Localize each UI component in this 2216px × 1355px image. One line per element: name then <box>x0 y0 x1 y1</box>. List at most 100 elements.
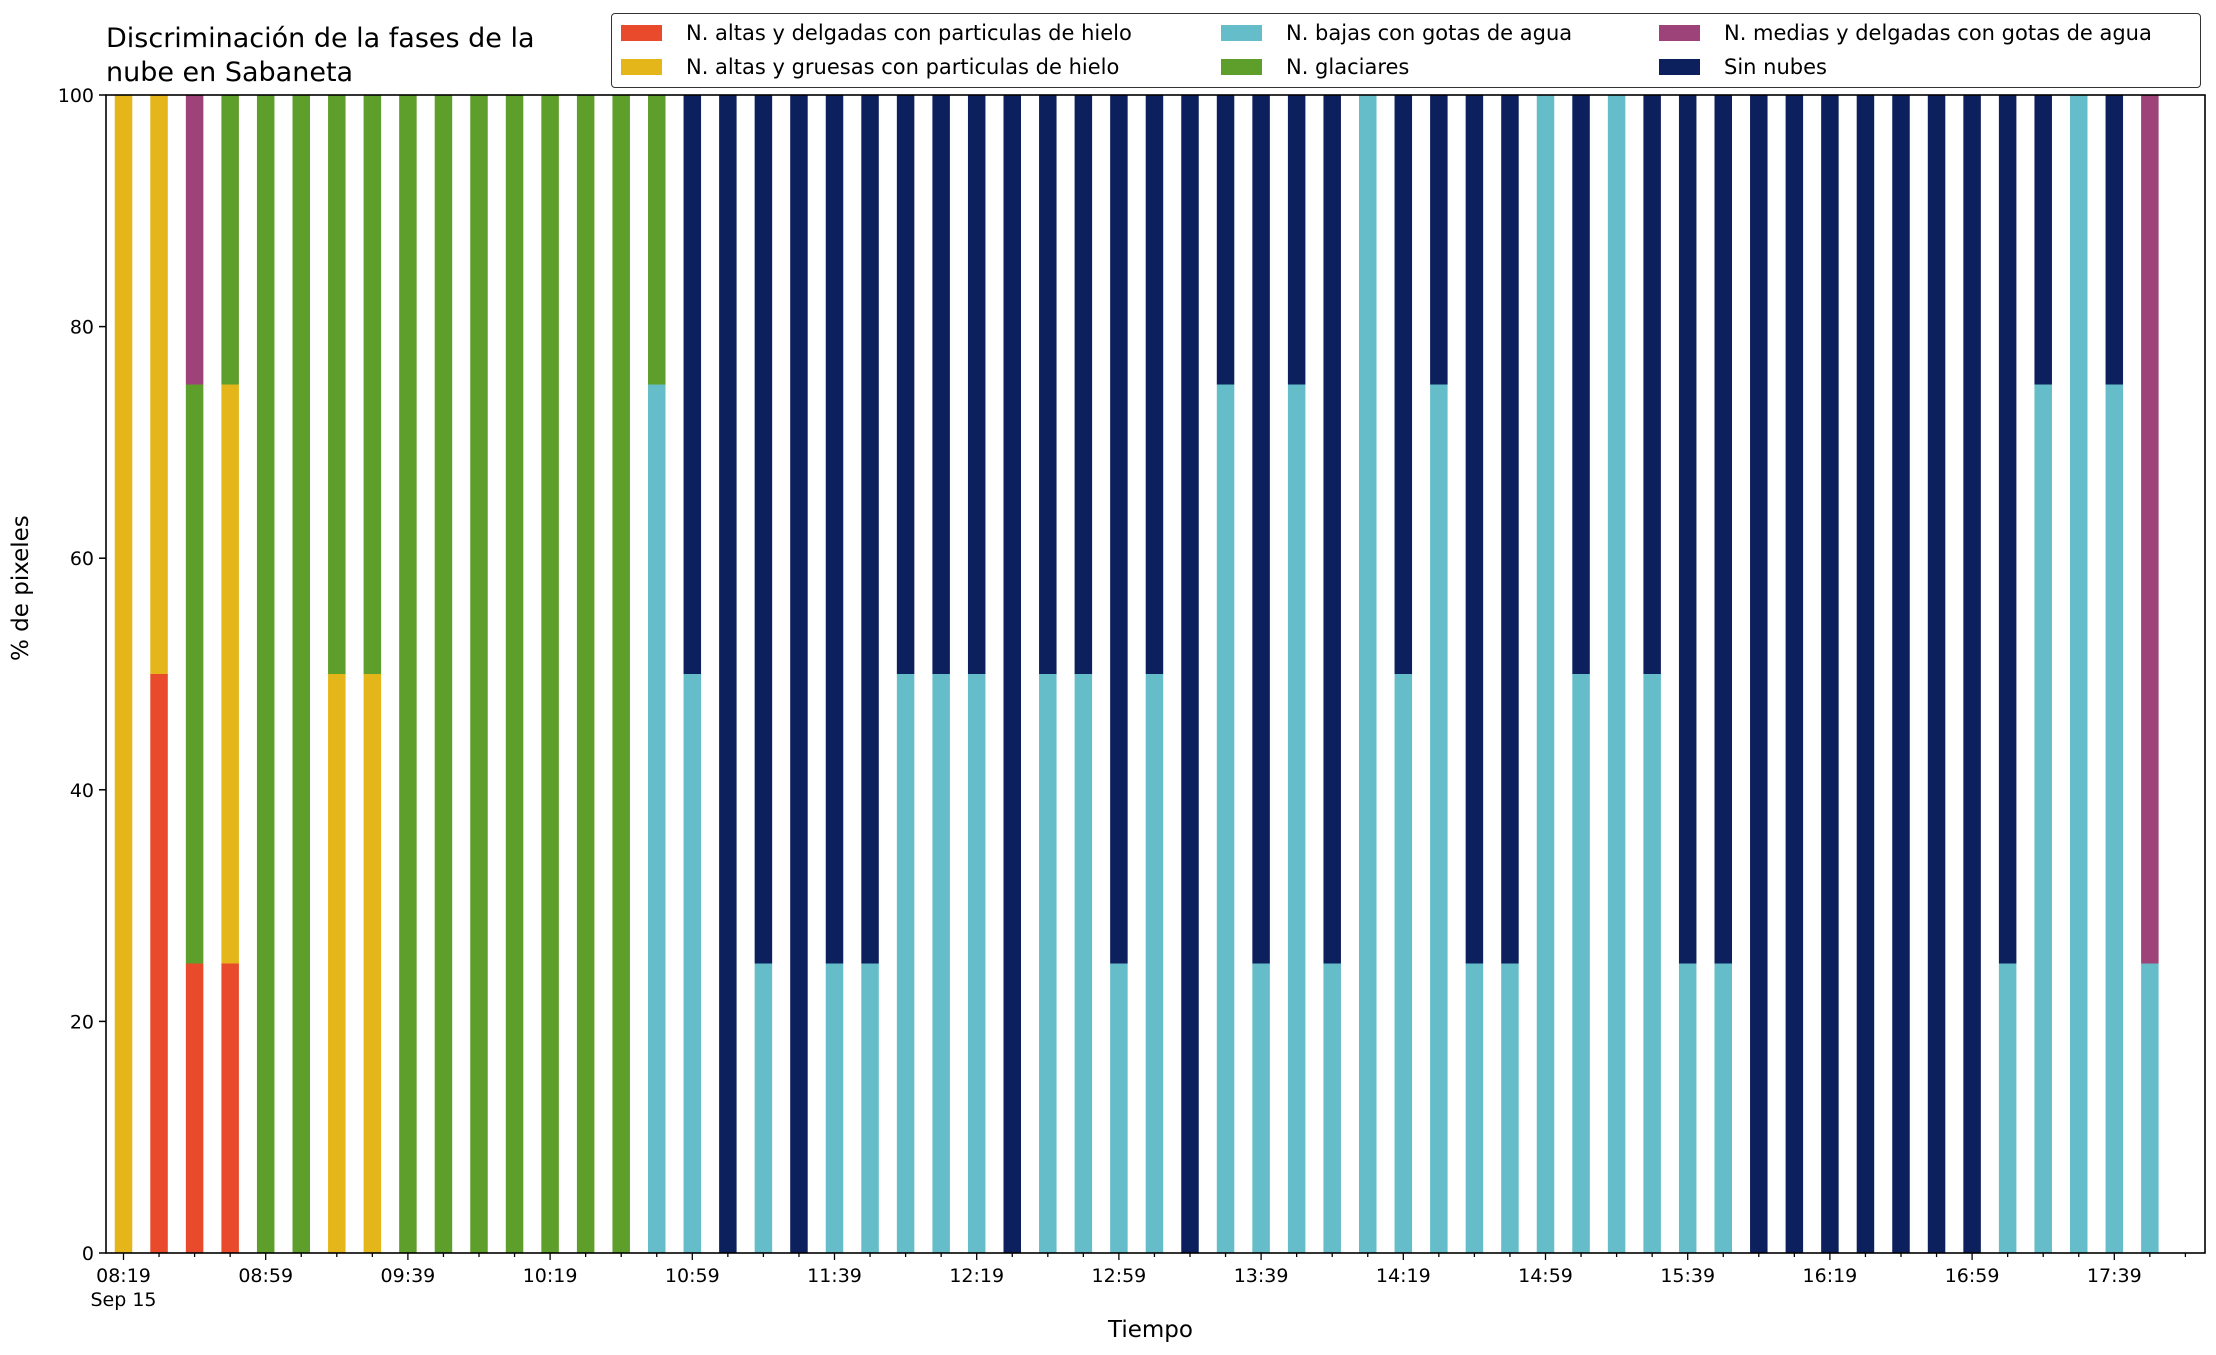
bar-segment <box>150 674 168 1253</box>
bar-segment <box>1287 95 1306 385</box>
bar-segment <box>1572 95 1590 674</box>
bar-segment <box>1323 95 1341 964</box>
bar-segment <box>683 674 702 1253</box>
bar-segment <box>576 95 595 1253</box>
bar-segment <box>896 674 915 1253</box>
bar-segment <box>754 95 773 964</box>
bar-segment <box>719 95 737 1253</box>
legend-label: N. bajas con gotas de agua <box>1286 21 1573 45</box>
bar-segment <box>1927 95 1946 1253</box>
bar-segment <box>1287 384 1306 1253</box>
bar-segment <box>292 95 310 1253</box>
y-tick-label: 40 <box>70 780 94 802</box>
bar-segment <box>2034 384 2052 1253</box>
bar-segment <box>1643 674 1661 1253</box>
chart-title-line-1: Discriminación de la fases de la <box>106 23 535 54</box>
bar-segment <box>541 95 559 1253</box>
bar-segment <box>1074 95 1093 674</box>
x-tick-label: 11:39 <box>807 1265 862 1287</box>
bar-segment <box>1110 963 1128 1253</box>
x-tick-label: 14:59 <box>1518 1265 1573 1287</box>
bar-segment <box>1110 95 1128 964</box>
legend-item: Sin nubes <box>1659 52 1827 82</box>
bar-segment <box>2141 963 2159 1253</box>
bar-segment <box>1785 95 1804 1253</box>
bar-segment <box>1430 384 1448 1253</box>
bar-segment <box>1678 963 1697 1253</box>
bar-segment <box>1181 95 1199 1253</box>
bar-segment <box>932 95 950 674</box>
legend-label: N. altas y gruesas con particulas de hie… <box>686 55 1120 79</box>
bar-segment <box>1465 95 1484 964</box>
bar-segment <box>825 95 844 964</box>
bar-segment <box>185 384 204 964</box>
bar-segment <box>1714 963 1732 1253</box>
bar-segment <box>1252 963 1270 1253</box>
legend-swatch <box>1659 25 1700 41</box>
y-tick-label: 80 <box>70 317 94 339</box>
bar-segment <box>1501 95 1519 964</box>
bar-segment <box>1039 95 1057 674</box>
bar-segment <box>2105 384 2124 1253</box>
chart-title-line-2: nube en Sabaneta <box>106 57 354 88</box>
x-tick-label: 08:19 <box>96 1265 151 1287</box>
bar-segment <box>221 963 239 1253</box>
bar-segment <box>505 95 524 1253</box>
bar-segment <box>2034 95 2052 385</box>
bar-segment <box>114 95 133 1253</box>
bar-segment <box>1643 95 1661 674</box>
x-axis-label: Tiempo <box>1108 1317 1193 1343</box>
bar-segment <box>1323 963 1341 1253</box>
bar-segment <box>1145 674 1164 1253</box>
bar-segment <box>1536 95 1555 1253</box>
bar-segment <box>1678 95 1697 964</box>
y-tick-label: 60 <box>70 548 94 570</box>
bar-segment <box>1216 95 1235 385</box>
legend-swatch <box>1659 59 1700 75</box>
x-tick-label: 10:59 <box>665 1265 720 1287</box>
bars-group <box>114 95 2159 1253</box>
plot-frame <box>105 94 2206 1254</box>
bar-segment <box>1394 95 1413 674</box>
bar-segment <box>363 95 382 674</box>
bar-segment <box>1998 95 2017 964</box>
bar-segment <box>825 963 844 1253</box>
legend-item: N. bajas con gotas de agua <box>1221 18 1572 48</box>
bar-segment <box>1359 95 1377 1253</box>
bar-segment <box>1039 674 1057 1253</box>
bar-segment <box>1821 95 1839 1253</box>
x-tick-label: 16:59 <box>1945 1265 2000 1287</box>
legend-item: N. medias y delgadas con gotas de agua <box>1659 18 2152 48</box>
legend: N. altas y delgadas con particulas de hi… <box>611 13 2201 88</box>
x-tick-date-label: Sep 15 <box>90 1289 156 1311</box>
x-tick-label: 08:59 <box>238 1265 293 1287</box>
bar-segment <box>790 95 808 1253</box>
bar-segment <box>1501 963 1519 1253</box>
bar-segment <box>967 95 986 674</box>
bar-segment <box>1394 674 1413 1253</box>
legend-label: N. medias y delgadas con gotas de agua <box>1724 21 2152 45</box>
legend-label: N. glaciares <box>1286 55 1410 79</box>
bar-segment <box>1998 963 2017 1253</box>
bar-segment <box>967 674 986 1253</box>
legend-item: N. altas y delgadas con particulas de hi… <box>621 18 1132 48</box>
bar-segment <box>434 95 453 1253</box>
legend-swatch <box>1221 25 1262 41</box>
legend-label: Sin nubes <box>1724 55 1827 79</box>
x-tick-label: 13:39 <box>1234 1265 1289 1287</box>
x-tick-label: 14:19 <box>1376 1265 1431 1287</box>
y-tick-label: 20 <box>70 1011 94 1033</box>
bar-segment <box>1963 95 1981 1253</box>
x-tick-label: 17:39 <box>2087 1265 2142 1287</box>
bar-segment <box>2105 95 2124 385</box>
bar-segment <box>861 963 879 1253</box>
bar-segment <box>221 95 239 385</box>
x-tick-label: 10:19 <box>523 1265 578 1287</box>
bar-segment <box>363 674 382 1253</box>
bar-segment <box>1003 95 1021 1253</box>
legend-item: N. glaciares <box>1221 52 1409 82</box>
bar-segment <box>256 95 275 1253</box>
bar-segment <box>185 95 204 385</box>
bar-segment <box>1572 674 1590 1253</box>
